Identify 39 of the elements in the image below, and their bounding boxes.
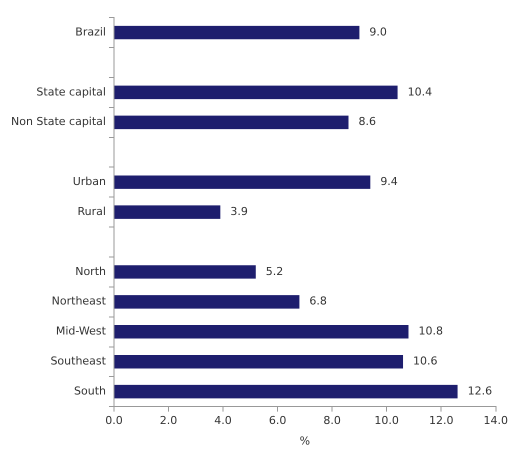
y-tick-label: Urban xyxy=(72,175,106,188)
data-label: 6.8 xyxy=(309,294,327,308)
data-label: 5.2 xyxy=(266,264,284,278)
bar xyxy=(114,116,348,130)
y-tick-label: Rural xyxy=(78,204,106,218)
x-tick-label: 4.0 xyxy=(214,414,232,428)
data-label: 10.4 xyxy=(408,85,432,98)
x-axis-title: % xyxy=(300,434,310,448)
y-tick-label: Mid-West xyxy=(56,324,107,338)
bar xyxy=(114,354,404,368)
x-tick-label: 6.0 xyxy=(268,414,286,428)
bar xyxy=(114,175,370,189)
bar xyxy=(114,325,408,339)
data-label: 10.8 xyxy=(418,324,443,338)
x-tick-label: 12.0 xyxy=(428,414,454,428)
data-label: 9.4 xyxy=(380,175,398,188)
bar xyxy=(114,384,458,398)
y-tick-label: Brazil xyxy=(75,25,106,38)
x-tick-label: 10.0 xyxy=(374,414,399,428)
bar xyxy=(114,86,398,100)
y-tick-label: State capital xyxy=(36,85,106,98)
y-tick-label: Southeast xyxy=(50,354,107,368)
bar xyxy=(114,295,300,309)
data-label: 3.9 xyxy=(230,204,248,218)
data-label: 10.6 xyxy=(413,354,438,368)
bar xyxy=(114,26,360,40)
data-label: 12.6 xyxy=(468,384,492,398)
x-tick-label: 8.0 xyxy=(323,414,341,428)
y-tick-label: Non State capital xyxy=(10,115,106,128)
data-label: 8.6 xyxy=(358,115,376,128)
y-tick-label: Northeast xyxy=(52,294,107,308)
y-tick-label: North xyxy=(75,264,106,278)
x-tick-label: 14.0 xyxy=(484,414,508,428)
bar xyxy=(114,265,256,279)
y-tick-label: South xyxy=(74,384,106,398)
x-tick-label: 2.0 xyxy=(160,414,178,428)
bar xyxy=(114,205,220,219)
data-label: 9.0 xyxy=(369,25,387,38)
x-tick-label: 0.0 xyxy=(105,414,123,428)
